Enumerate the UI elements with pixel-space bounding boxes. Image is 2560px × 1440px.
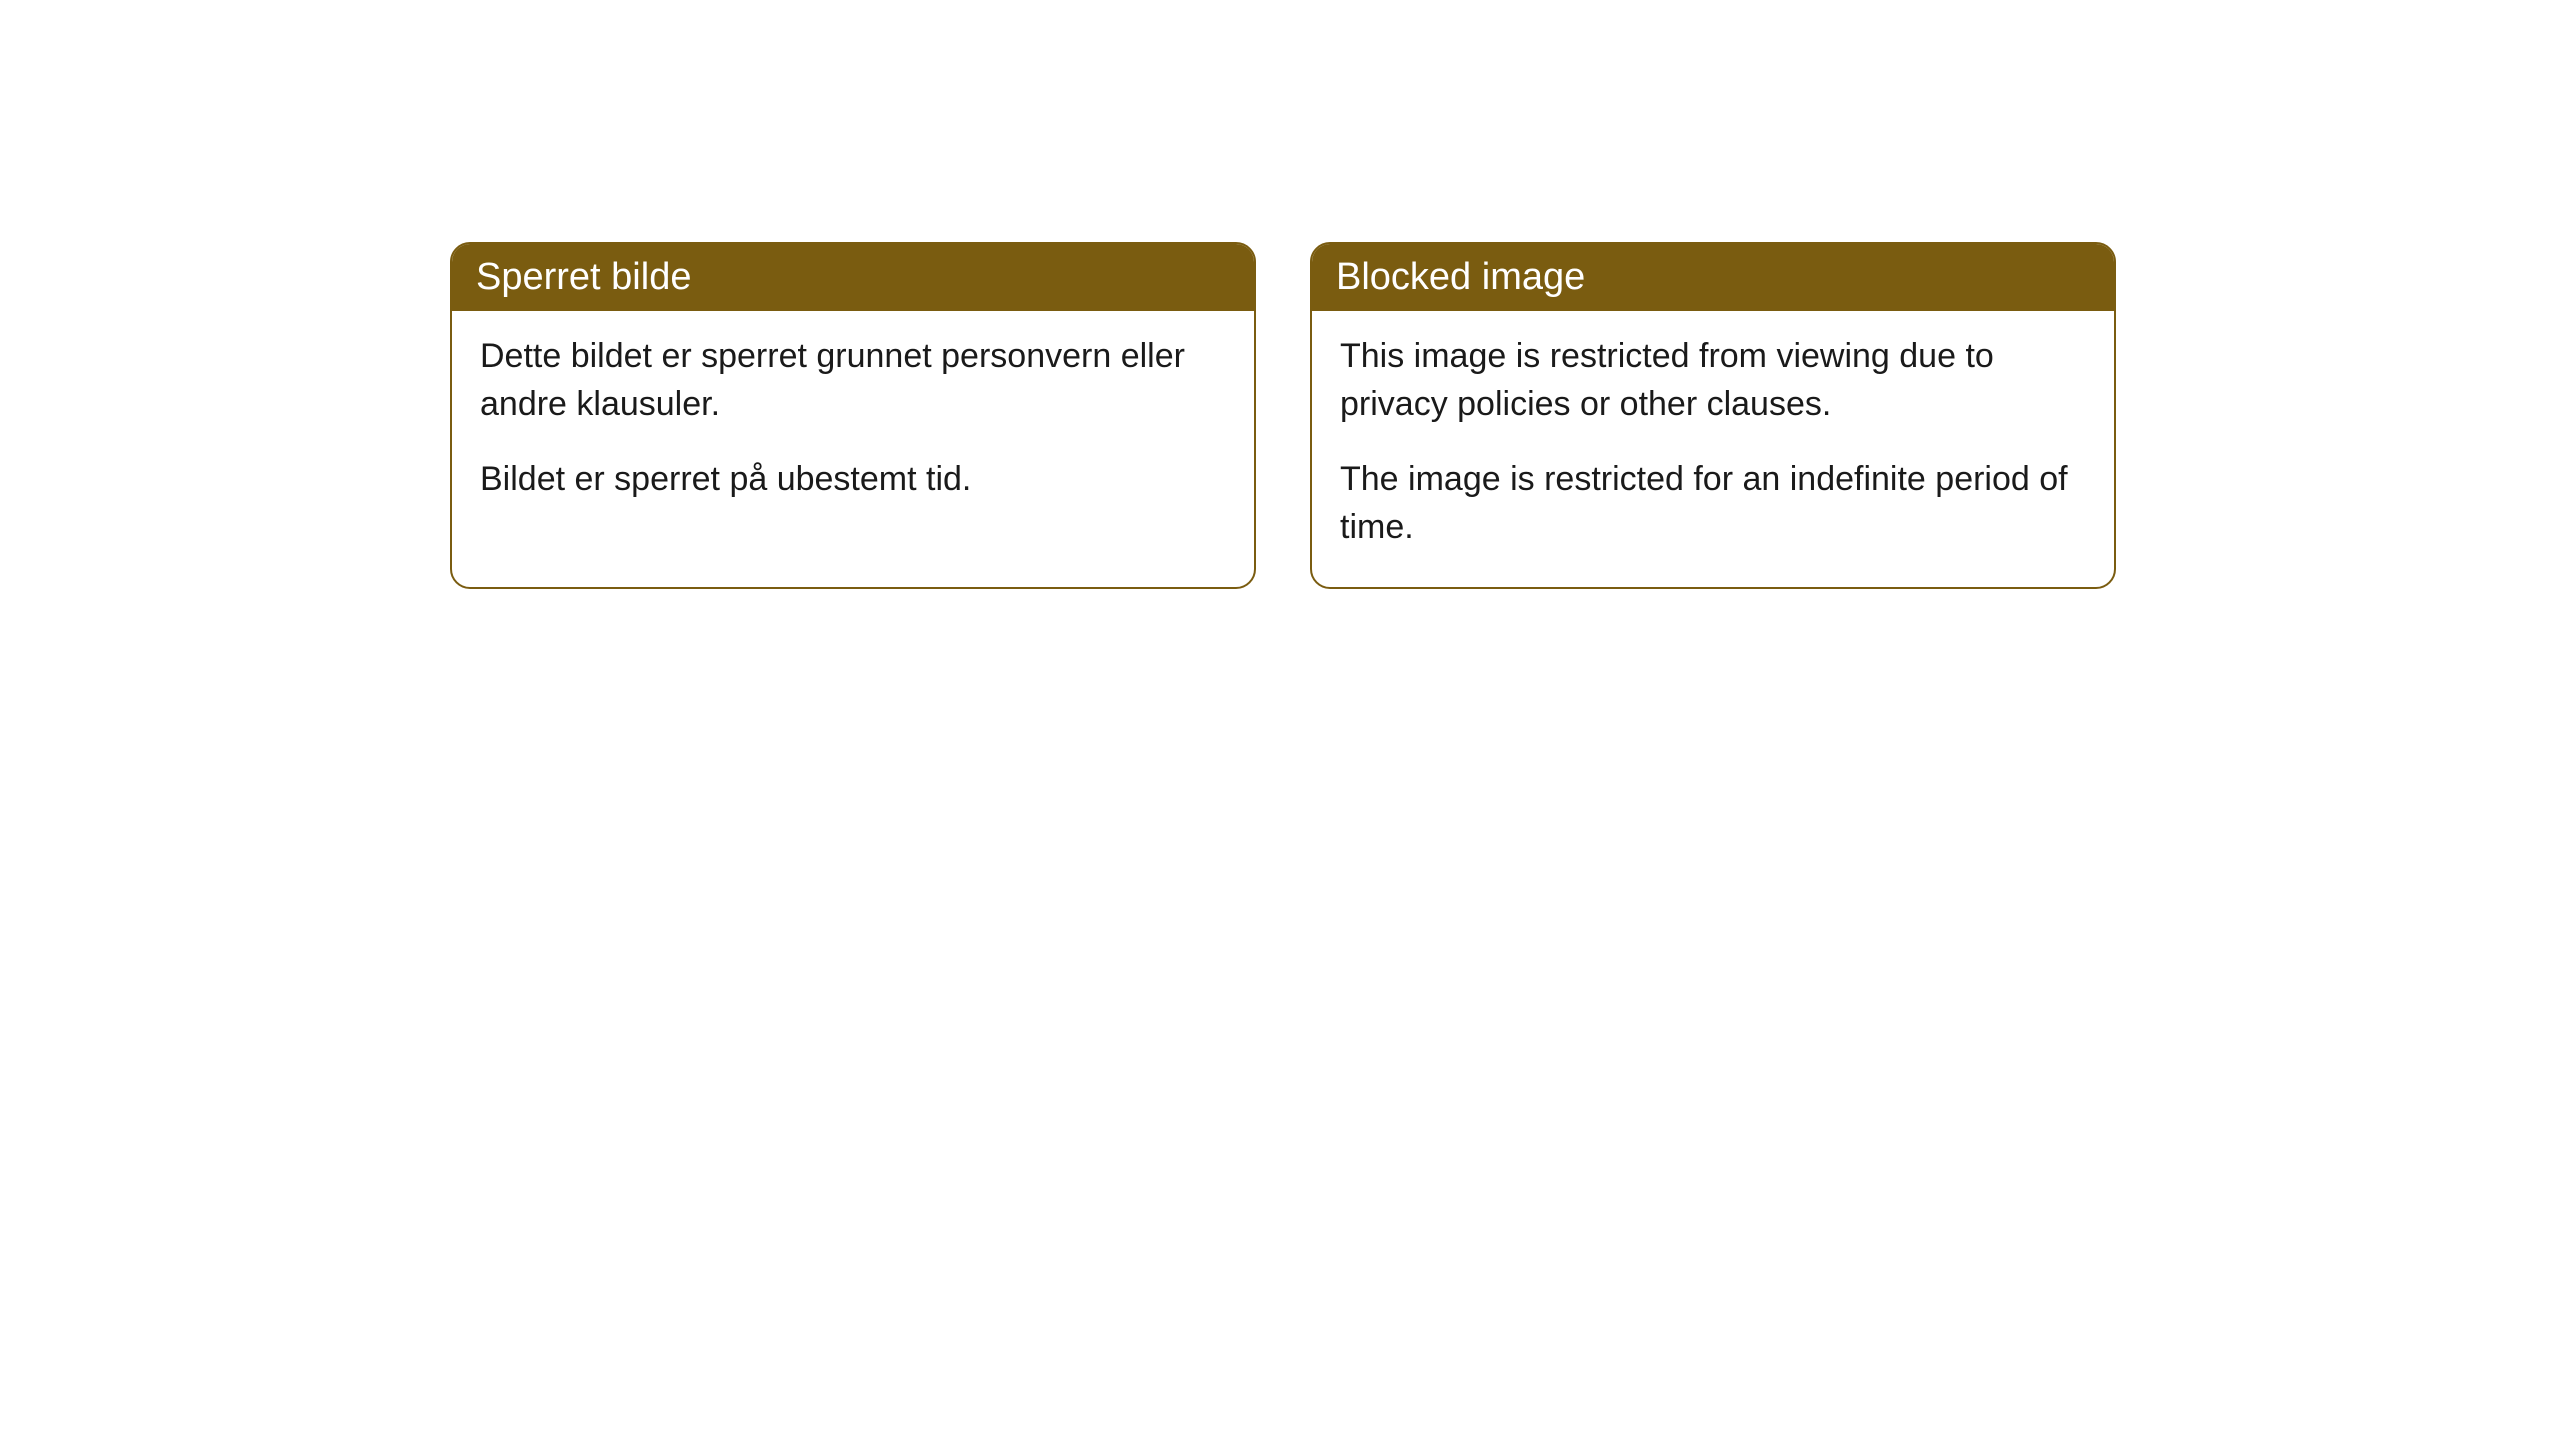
card-body-norwegian: Dette bildet er sperret grunnet personve…: [452, 311, 1254, 540]
card-title-norwegian: Sperret bilde: [476, 256, 691, 298]
notice-cards-container: Sperret bilde Dette bildet er sperret gr…: [450, 242, 2116, 589]
card-paragraph-2-norwegian: Bildet er sperret på ubestemt tid.: [480, 456, 1226, 504]
card-paragraph-1-norwegian: Dette bildet er sperret grunnet personve…: [480, 333, 1226, 428]
card-header-norwegian: Sperret bilde: [452, 244, 1254, 311]
notice-card-norwegian: Sperret bilde Dette bildet er sperret gr…: [450, 242, 1256, 589]
card-body-english: This image is restricted from viewing du…: [1312, 311, 2114, 587]
card-header-english: Blocked image: [1312, 244, 2114, 311]
card-paragraph-1-english: This image is restricted from viewing du…: [1340, 333, 2086, 428]
notice-card-english: Blocked image This image is restricted f…: [1310, 242, 2116, 589]
card-title-english: Blocked image: [1336, 256, 1585, 298]
card-paragraph-2-english: The image is restricted for an indefinit…: [1340, 456, 2086, 551]
